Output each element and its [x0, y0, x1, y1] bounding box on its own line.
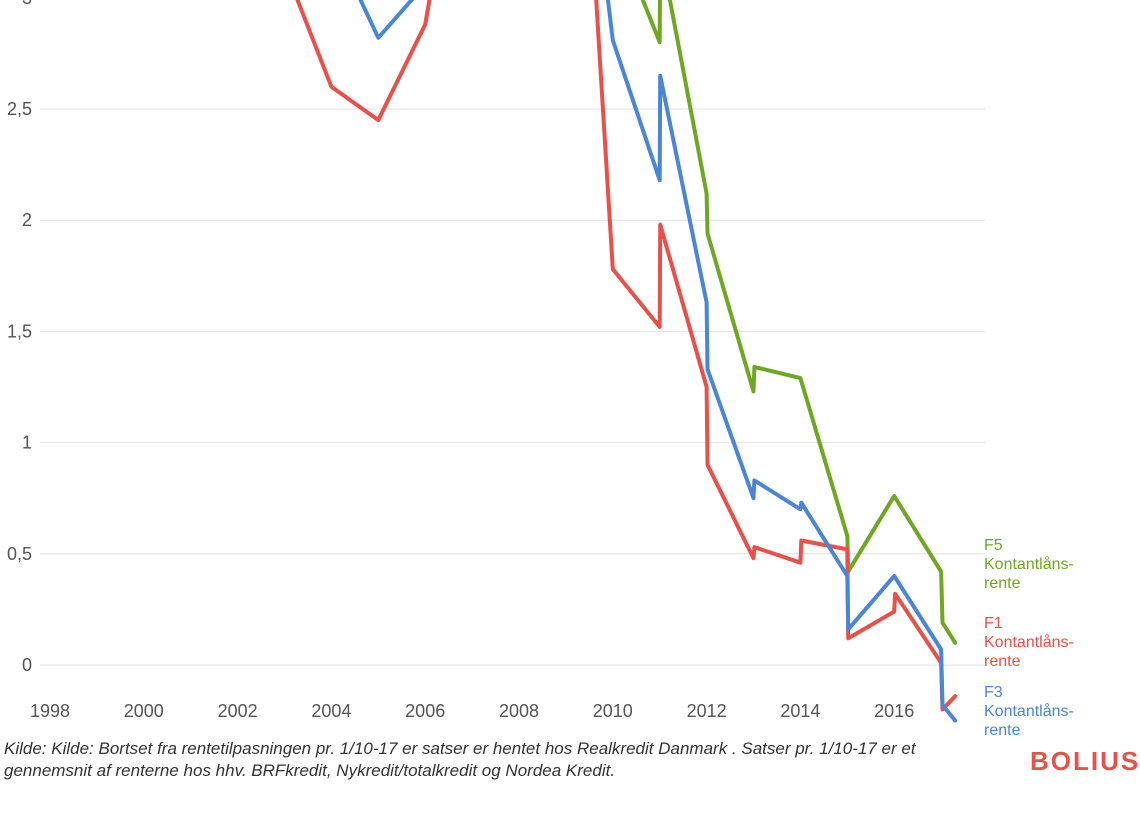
bolius-logo: BOLIUS — [1030, 746, 1140, 776]
legend-label: Kontantlåns- — [984, 702, 1074, 720]
line-chart: 00,511,522,533,544,555,5 199820002002200… — [7, 0, 1074, 739]
y-tick-label: 1,5 — [7, 321, 32, 341]
series-line — [640, 0, 958, 645]
series-lines — [295, 0, 958, 723]
legend-label: rente — [984, 653, 1021, 670]
series-line — [295, 0, 958, 712]
legend-label: F5 — [984, 537, 1003, 554]
grid-lines — [40, 108, 985, 666]
x-tick-label: 2012 — [687, 701, 727, 721]
x-tick-label: 2016 — [874, 701, 914, 721]
y-tick-label: 2,5 — [7, 99, 32, 119]
y-tick-label: 3 — [22, 0, 32, 8]
legend-label: F3 — [984, 684, 1003, 701]
x-axis-ticks: 1998 2000 2002 2004 2006 2008 2010 2012 2014 2016 — [30, 701, 914, 721]
legend: F5Kontantlåns-renteF1Kontantlåns-renteF3… — [984, 537, 1074, 739]
legend-label: rente — [984, 722, 1021, 739]
x-tick-label: 2006 — [405, 701, 445, 721]
source-footnote: Kilde: Kilde: Bortset fra rentetilpasnin… — [4, 739, 916, 780]
x-tick-label: 2014 — [780, 701, 820, 721]
x-tick-label: 2002 — [218, 701, 258, 721]
x-tick-label: 2004 — [311, 701, 351, 721]
legend-label: Kontantlåns- — [984, 633, 1074, 651]
legend-label: rente — [984, 575, 1021, 592]
legend-label: F1 — [984, 615, 1003, 632]
series-line — [358, 0, 958, 723]
y-tick-label: 1 — [22, 433, 32, 453]
legend-label: Kontantlåns- — [984, 555, 1074, 573]
y-axis-ticks: 00,511,522,533,544,555,5 — [7, 0, 32, 675]
y-tick-label: 0 — [22, 655, 32, 675]
y-tick-label: 0,5 — [7, 544, 32, 564]
y-tick-label: 2 — [22, 210, 32, 230]
x-tick-label: 1998 — [30, 701, 70, 721]
x-tick-label: 2000 — [124, 701, 164, 721]
x-tick-label: 2008 — [499, 701, 539, 721]
x-tick-label: 2010 — [593, 701, 633, 721]
